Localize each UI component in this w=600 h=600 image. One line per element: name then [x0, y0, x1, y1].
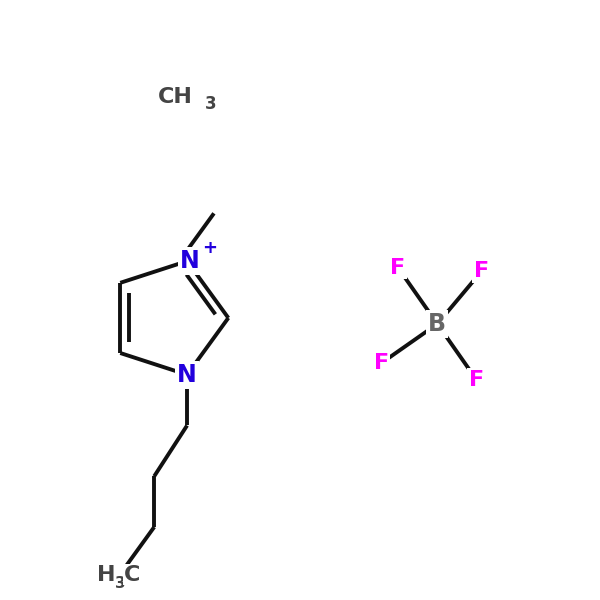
Text: F: F	[374, 353, 389, 373]
Text: N: N	[180, 249, 200, 273]
Text: 3: 3	[115, 576, 125, 591]
Text: 3: 3	[205, 95, 216, 113]
Text: CH: CH	[158, 87, 193, 107]
Text: B: B	[428, 312, 446, 336]
Text: F: F	[391, 257, 406, 278]
Text: +: +	[202, 239, 217, 257]
Text: H: H	[97, 565, 115, 585]
Text: F: F	[474, 261, 489, 281]
Text: C: C	[124, 565, 140, 585]
Text: N: N	[177, 363, 197, 387]
Text: F: F	[469, 370, 484, 390]
